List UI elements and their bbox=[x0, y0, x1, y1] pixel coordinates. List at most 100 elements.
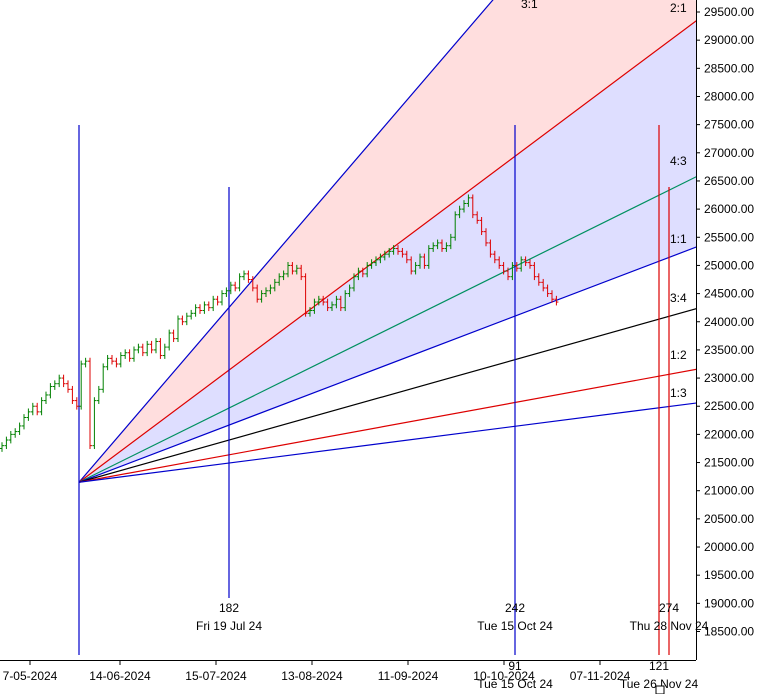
marker-date-label: Tue 15 Oct 24 bbox=[477, 677, 553, 691]
price-bar bbox=[88, 357, 92, 450]
x-tick-label: 7-05-2024 bbox=[3, 669, 58, 683]
price-bar bbox=[61, 374, 66, 388]
fan-ray bbox=[78, 308, 696, 483]
price-bar bbox=[211, 295, 216, 312]
price-bar bbox=[492, 250, 497, 264]
price-bar bbox=[48, 383, 53, 399]
price-bar bbox=[457, 205, 462, 219]
fan-ray-label: 1:2 bbox=[670, 348, 687, 362]
price-bar bbox=[22, 414, 26, 430]
price-bar bbox=[206, 301, 211, 312]
y-tick-label: 19500.00 bbox=[704, 568, 754, 582]
price-bar bbox=[501, 262, 506, 275]
price-bar bbox=[554, 295, 559, 306]
x-axis: 7-05-2024 14-06-2024 15-07-2024 13-08-2024 1… bbox=[3, 660, 631, 683]
y-tick-label: 24500.00 bbox=[704, 287, 754, 301]
price-bar bbox=[396, 245, 400, 255]
price-bar bbox=[299, 264, 304, 281]
price-bar bbox=[448, 233, 453, 250]
price-bar bbox=[92, 397, 97, 450]
marker-labels: 182 Fri 19 Jul 24 242 Tue 15 Oct 24 274 Thu 2… bbox=[196, 601, 709, 691]
x-tick-label: 15-07-2024 bbox=[185, 669, 247, 683]
y-tick-label: 23000.00 bbox=[704, 371, 754, 385]
price-bar bbox=[215, 295, 220, 306]
fan-ray bbox=[78, 368, 696, 483]
price-bar bbox=[96, 385, 101, 404]
fan-fill-upper bbox=[79, 0, 696, 483]
y-axis: 18500.00 19000.00 19500.00 20000.00 20500.00… bbox=[696, 5, 754, 639]
marker-count-label: 91 bbox=[508, 659, 522, 673]
price-bar bbox=[189, 309, 194, 320]
price-bar bbox=[360, 267, 365, 278]
price-bar bbox=[369, 259, 374, 269]
price-bar bbox=[290, 262, 295, 275]
x-tick-label: 10-10-2024 bbox=[473, 669, 535, 683]
price-bar bbox=[35, 402, 40, 416]
price-bar bbox=[523, 256, 528, 266]
price-bar bbox=[422, 253, 427, 269]
y-tick-label: 29500.00 bbox=[704, 5, 754, 19]
price-bar bbox=[114, 357, 119, 368]
price-bar bbox=[400, 247, 405, 258]
price-bar bbox=[303, 273, 308, 317]
price-bar bbox=[193, 304, 198, 317]
price-bar bbox=[158, 338, 163, 359]
y-tick-label: 24000.00 bbox=[704, 315, 754, 329]
price-bar bbox=[52, 380, 57, 390]
price-bar bbox=[101, 363, 106, 393]
y-tick-label: 27000.00 bbox=[704, 146, 754, 160]
price-bar bbox=[145, 340, 150, 357]
price-bar bbox=[308, 307, 312, 317]
price-bar bbox=[475, 211, 480, 224]
marker-count-label: 182 bbox=[219, 601, 239, 615]
y-tick-label: 26000.00 bbox=[704, 202, 754, 216]
price-bar bbox=[413, 262, 418, 275]
price-bar bbox=[347, 284, 352, 297]
fan-rays bbox=[78, 0, 696, 483]
price-bar bbox=[44, 391, 48, 404]
price-bar bbox=[220, 290, 224, 306]
price-bar bbox=[352, 273, 356, 292]
price-bar bbox=[118, 352, 123, 368]
price-bar bbox=[409, 256, 414, 275]
price-bar bbox=[550, 290, 554, 303]
price-bar bbox=[70, 385, 75, 404]
price-bar bbox=[198, 304, 202, 314]
scroll-handle[interactable] bbox=[655, 685, 665, 694]
price-bar bbox=[545, 284, 550, 297]
price-bar bbox=[132, 346, 136, 362]
price-bar bbox=[8, 431, 13, 444]
price-bar bbox=[140, 343, 145, 357]
price-bar bbox=[79, 360, 84, 410]
marker-date-label: Tue 15 Oct 24 bbox=[477, 619, 553, 633]
price-bar bbox=[440, 239, 444, 252]
y-tick-label: 27500.00 bbox=[704, 118, 754, 132]
y-tick-label: 29000.00 bbox=[704, 33, 754, 47]
fan-ray-label: 3:1 bbox=[521, 0, 538, 11]
fan-ray-labels: 3:1 2:1 4:3 1:1 3:4 1:2 1:3 bbox=[521, 0, 687, 400]
marker-date-label: Thu 28 Nov 24 bbox=[630, 619, 709, 633]
price-bar bbox=[66, 380, 70, 393]
price-bar bbox=[426, 245, 431, 269]
price-bar bbox=[479, 216, 484, 236]
y-tick-label: 23500.00 bbox=[704, 343, 754, 357]
fan-ray bbox=[78, 176, 696, 483]
price-bar bbox=[162, 343, 167, 359]
price-bar bbox=[237, 273, 242, 292]
fan-ray bbox=[78, 0, 494, 483]
price-bar bbox=[272, 278, 277, 292]
y-tick-label: 21500.00 bbox=[704, 456, 754, 470]
price-bar bbox=[83, 357, 88, 368]
marker-lines bbox=[78, 125, 670, 655]
price-bar bbox=[105, 354, 110, 371]
price-bar bbox=[506, 267, 510, 281]
marker-count-label: 121 bbox=[649, 659, 669, 673]
price-bar bbox=[176, 315, 180, 343]
price-bar bbox=[57, 374, 62, 388]
y-tick-label: 22000.00 bbox=[704, 427, 754, 441]
price-bar bbox=[382, 250, 387, 261]
y-tick-label: 20500.00 bbox=[704, 512, 754, 526]
price-bar bbox=[110, 354, 114, 365]
price-bar bbox=[286, 262, 290, 278]
